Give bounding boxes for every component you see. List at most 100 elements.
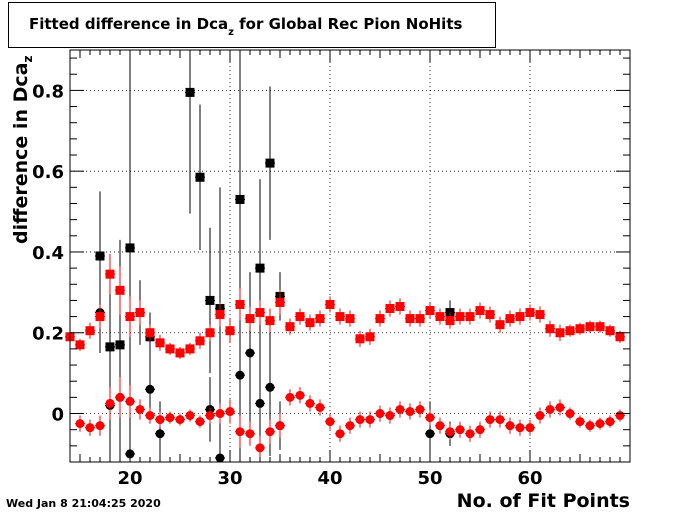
- data-point-square: [405, 314, 415, 324]
- data-point-square: [185, 87, 195, 97]
- data-point-circle: [425, 429, 435, 439]
- x-tick-label: 30: [217, 468, 242, 489]
- data-point-square: [165, 344, 175, 354]
- data-point-circle: [85, 423, 95, 433]
- grid-lines: [70, 50, 630, 462]
- data-point-square: [575, 324, 585, 334]
- data-point-circle: [525, 423, 535, 433]
- x-tick-label: 50: [417, 468, 442, 489]
- data-point-square: [465, 312, 475, 322]
- data-point-circle: [465, 429, 475, 439]
- data-point-circle: [185, 411, 195, 421]
- data-point-square: [545, 324, 555, 334]
- plot-frame: [69, 49, 631, 463]
- data-point-circle: [225, 407, 235, 417]
- y-axis-label-prefix: difference in Dca: [10, 62, 32, 244]
- data-point-square: [245, 314, 255, 324]
- data-point-circle: [565, 409, 575, 419]
- y-tick-label: 0.6: [32, 162, 64, 183]
- data-point-circle: [255, 398, 265, 408]
- data-point-square: [335, 312, 345, 322]
- data-point-square: [495, 320, 505, 330]
- data-point-square: [415, 314, 425, 324]
- data-point-circle: [435, 421, 445, 431]
- data-point-square: [485, 310, 495, 320]
- date-stamp: Wed Jan 8 21:04:25 2020: [6, 497, 161, 510]
- data-point-circle: [375, 409, 385, 419]
- x-tick-label: 40: [317, 468, 342, 489]
- data-point-circle: [615, 411, 625, 421]
- x-tick-label: 60: [517, 468, 542, 489]
- data-point-square: [555, 328, 565, 338]
- data-point-circle: [235, 370, 245, 380]
- data-point-circle: [385, 411, 395, 421]
- data-point-circle: [315, 402, 325, 412]
- data-point-circle: [405, 407, 415, 417]
- data-point-circle: [325, 417, 335, 427]
- data-point-square: [95, 251, 105, 261]
- data-point-circle: [355, 415, 365, 425]
- data-point-square: [585, 322, 595, 332]
- data-point-square: [295, 312, 305, 322]
- data-point-circle: [155, 415, 165, 425]
- data-point-circle: [155, 429, 165, 439]
- data-point-square: [145, 328, 155, 338]
- axis-ticks: 20 30 40 50 60 0 0.2 0.4 0.6 0.8: [32, 50, 631, 489]
- data-series: [65, 50, 625, 463]
- data-point-circle: [605, 417, 615, 427]
- data-point-square: [535, 310, 545, 320]
- data-point-circle: [535, 411, 545, 421]
- data-point-circle: [365, 415, 375, 425]
- data-point-circle: [305, 398, 315, 408]
- data-point-circle: [195, 417, 205, 427]
- data-point-circle: [265, 382, 275, 392]
- data-point-square: [195, 336, 205, 346]
- data-point-square: [505, 314, 515, 324]
- data-point-circle: [215, 409, 225, 419]
- chart-title: Fitted difference in Dcaz for Global Rec…: [29, 15, 463, 38]
- data-point-square: [475, 306, 485, 316]
- data-point-square: [205, 328, 215, 338]
- series-3: [65, 253, 625, 359]
- y-tick-label: 0.4: [32, 243, 64, 264]
- data-point-circle: [575, 417, 585, 427]
- data-point-circle: [145, 384, 155, 394]
- data-point-square: [355, 334, 365, 344]
- data-point-square: [605, 326, 615, 336]
- data-point-circle: [175, 415, 185, 425]
- data-point-circle: [445, 427, 455, 437]
- data-point-circle: [105, 398, 115, 408]
- data-point-square: [135, 308, 145, 318]
- data-point-circle: [475, 425, 485, 435]
- data-point-square: [325, 299, 335, 309]
- data-point-circle: [415, 404, 425, 414]
- data-point-circle: [255, 443, 265, 453]
- data-point-square: [215, 310, 225, 320]
- x-axis-label: No. of Fit Points: [456, 490, 630, 512]
- data-point-square: [375, 314, 385, 324]
- data-point-square: [345, 314, 355, 324]
- data-point-circle: [205, 411, 215, 421]
- data-point-square: [305, 318, 315, 328]
- series-2: [95, 253, 455, 463]
- data-point-square: [435, 312, 445, 322]
- data-point-square: [195, 172, 205, 182]
- data-point-circle: [275, 421, 285, 431]
- data-point-circle: [145, 411, 155, 421]
- data-point-square: [255, 308, 265, 318]
- chart-title-subscript: z: [228, 27, 234, 38]
- data-point-circle: [285, 392, 295, 402]
- data-point-circle: [245, 429, 255, 439]
- chart-title-suffix: for Global Rec Pion NoHits: [233, 15, 463, 33]
- data-point-square: [515, 312, 525, 322]
- data-point-square: [185, 344, 195, 354]
- data-point-square: [225, 326, 235, 336]
- data-point-square: [265, 316, 275, 326]
- data-point-square: [155, 338, 165, 348]
- data-point-circle: [555, 402, 565, 412]
- data-point-square: [75, 340, 85, 350]
- data-point-square: [615, 332, 625, 342]
- data-point-square: [565, 326, 575, 336]
- data-point-square: [285, 322, 295, 332]
